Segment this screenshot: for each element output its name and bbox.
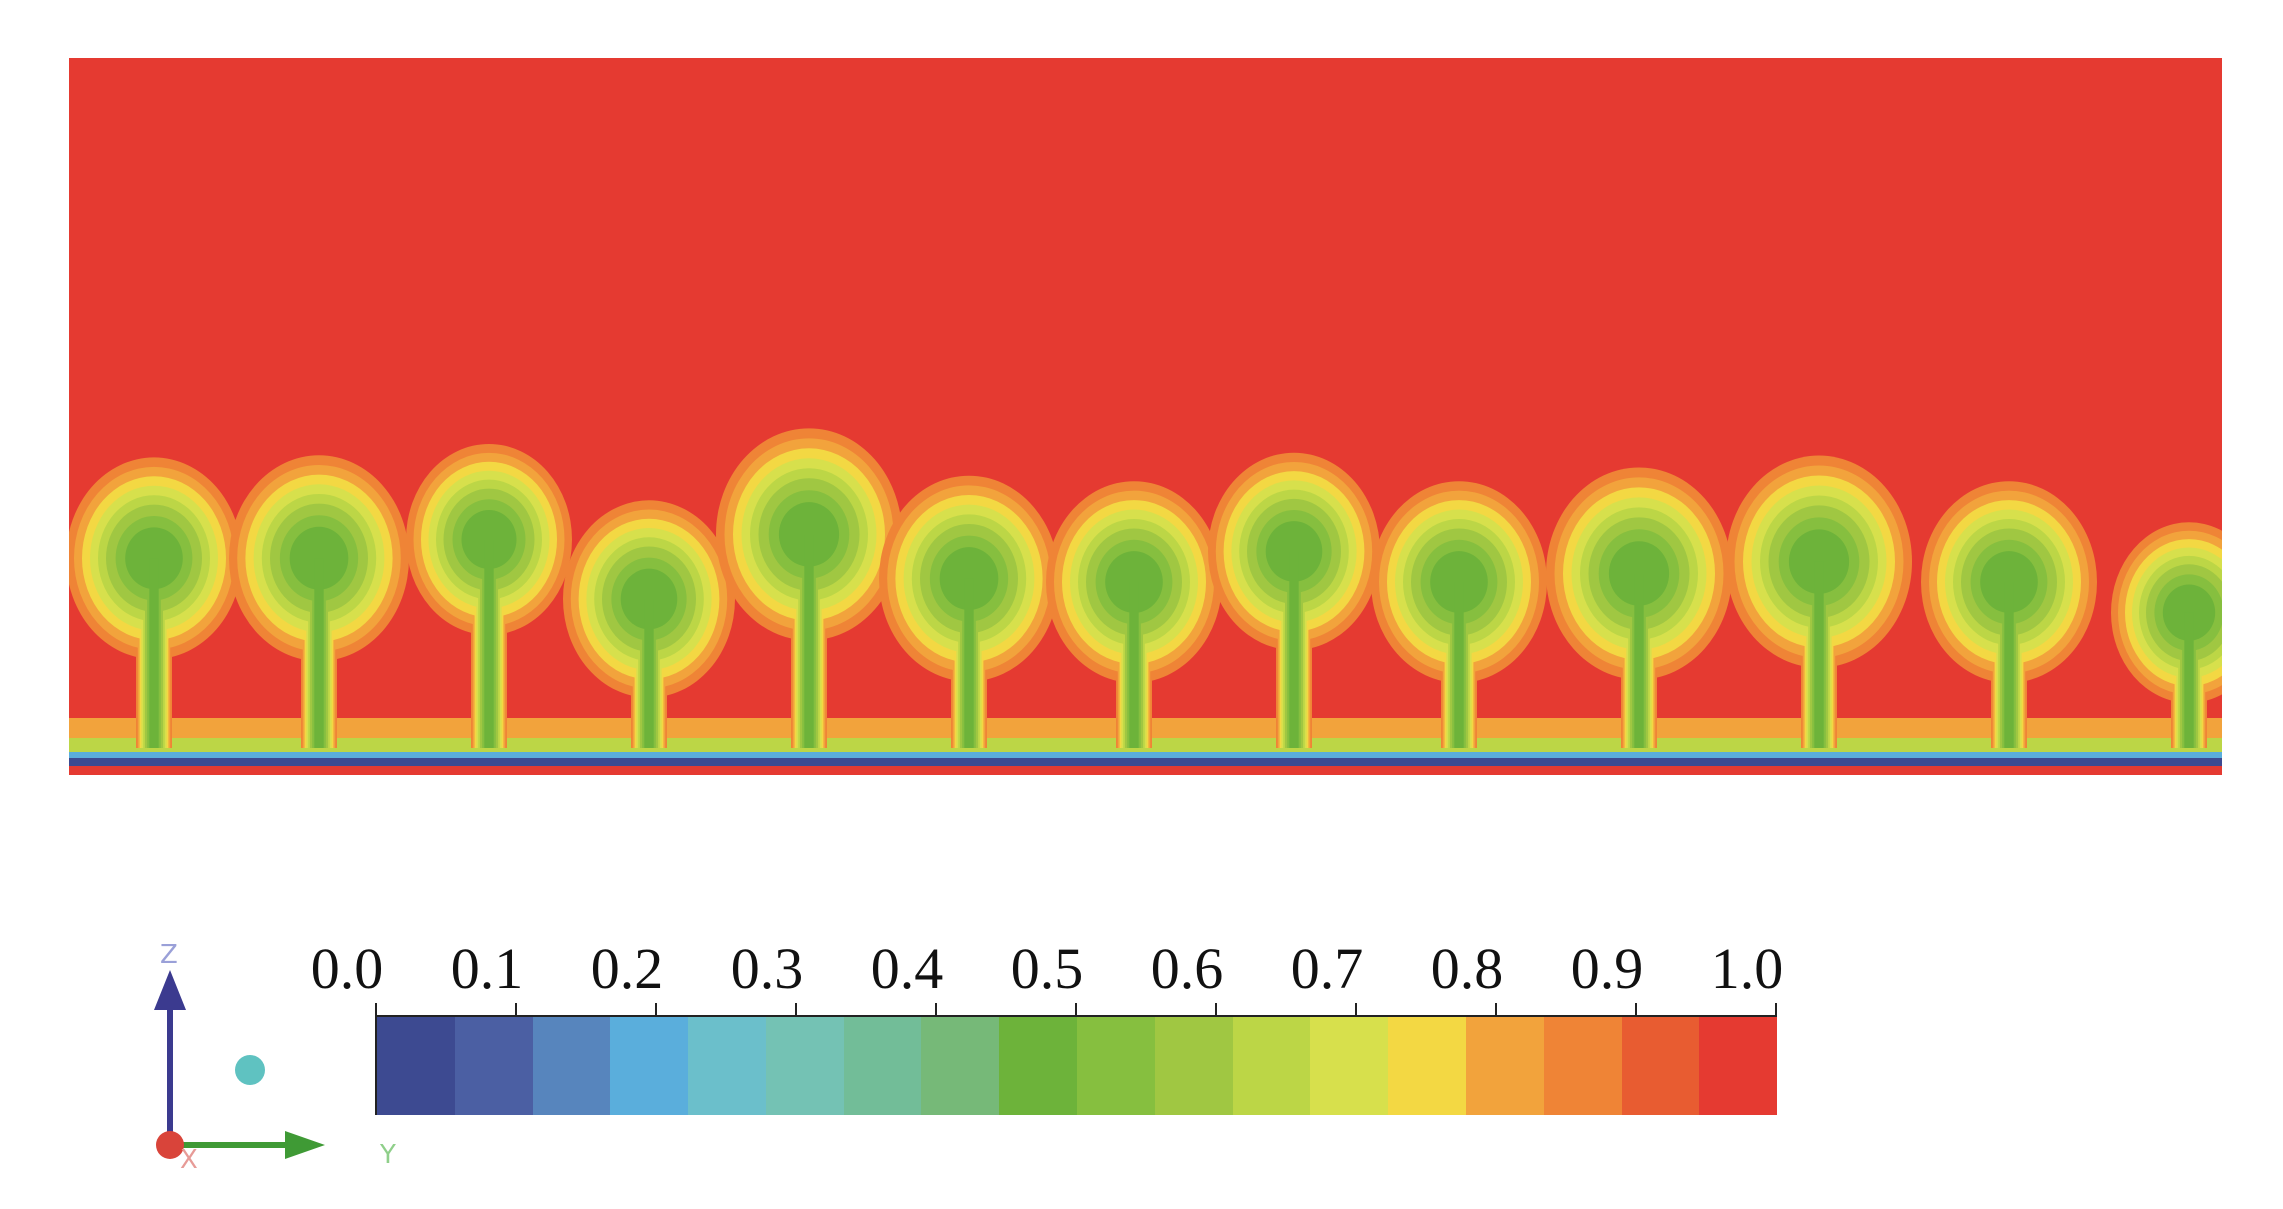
boundary-layer xyxy=(69,752,2222,762)
colorbar-tick-mark xyxy=(655,1003,657,1017)
colorbar-tick-label: 0.9 xyxy=(1570,936,1644,1001)
plume-stem xyxy=(484,539,494,748)
colorbar-tick-mark xyxy=(1635,1003,1637,1017)
colorbar-band xyxy=(1465,1017,1544,1115)
colorbar-band xyxy=(610,1017,689,1115)
colorbar-band xyxy=(999,1017,1078,1115)
plume-stem xyxy=(2184,612,2194,748)
colorbar-tick-mark xyxy=(1775,1003,1777,1017)
view-sphere-icon xyxy=(235,1055,265,1085)
colorbar-tick-mark xyxy=(1215,1003,1217,1017)
plume-cap xyxy=(289,526,349,590)
y-axis-arrow-icon xyxy=(285,1131,325,1159)
colorbar-tick-label: 0.7 xyxy=(1290,936,1364,1001)
plume-stem xyxy=(1454,582,1464,748)
y-axis-label: Y xyxy=(380,1140,396,1170)
plume-stem xyxy=(314,558,324,748)
colorbar-band xyxy=(1388,1017,1466,1115)
colorbar-legend: 0.0 0.1 0.2 0.3 0.4 0.5 0.6 0.7 0.8 0.9 1.0 xyxy=(311,936,1783,1120)
plume-stem xyxy=(1814,561,1824,748)
plume-stem xyxy=(644,599,654,748)
colorbar-band xyxy=(843,1017,922,1115)
x-axis-label: X xyxy=(180,1145,198,1175)
colorbar-tick-mark xyxy=(375,1003,377,1017)
z-axis-label: Z xyxy=(160,940,178,970)
colorbar-tick-mark xyxy=(1355,1003,1357,1017)
colorbar-tick-label: 0.4 xyxy=(870,936,944,1001)
colorbar-band xyxy=(688,1017,766,1115)
colorbar-tick-label: 0.8 xyxy=(1430,936,1504,1001)
colorbar-band xyxy=(1543,1017,1622,1115)
colorbar-tick-label: 0.5 xyxy=(1010,936,1084,1001)
z-axis-arrow-icon xyxy=(154,970,186,1010)
colorbar-band xyxy=(1232,1017,1311,1115)
colorbar-tick-label: 0.3 xyxy=(730,936,804,1001)
colorbar-tick-mark xyxy=(1075,1003,1077,1017)
colorbar-band xyxy=(921,1017,1000,1115)
colorbar-band xyxy=(765,1017,844,1115)
colorbar-tick-label: 0.2 xyxy=(590,936,664,1001)
boundary-layer xyxy=(69,758,2222,766)
plume-stem xyxy=(2004,582,2014,748)
colorbar-band xyxy=(1621,1017,1700,1115)
plume-stem xyxy=(804,534,814,748)
plume-cap xyxy=(1788,529,1850,594)
colorbar-band xyxy=(1077,1017,1155,1115)
plume-stem xyxy=(1289,551,1299,748)
colorbar-tick-mark xyxy=(935,1003,937,1017)
axis-triad: Z Y X xyxy=(140,940,420,1175)
plume-stem xyxy=(1634,573,1644,748)
colorbar-band xyxy=(532,1017,611,1115)
plume-stem xyxy=(1129,582,1139,748)
colorbar-tick-label: 0.1 xyxy=(450,936,524,1001)
colorbar-tick-mark xyxy=(515,1003,517,1017)
colorbar-tick-mark xyxy=(795,1003,797,1017)
colorbar-band xyxy=(454,1017,533,1115)
colorbar-tick-label: 0.6 xyxy=(1150,936,1224,1001)
colorbar-tick-mark xyxy=(1495,1003,1497,1017)
colorbar-band xyxy=(1699,1017,1778,1115)
colorbar xyxy=(375,1015,1778,1115)
origin-sphere-icon xyxy=(156,1131,184,1159)
colorbar-band xyxy=(1310,1017,1389,1115)
colorbar-tick-label: 1.0 xyxy=(1710,936,1784,1001)
plume-field xyxy=(69,428,2222,766)
colorbar-band xyxy=(377,1017,455,1115)
plume-stem xyxy=(964,578,974,748)
colorbar-band xyxy=(1154,1017,1233,1115)
plume-stem xyxy=(149,558,159,748)
colorbar-tick-label: 0.0 xyxy=(310,936,384,1001)
volume-fraction-contour xyxy=(69,58,2222,775)
